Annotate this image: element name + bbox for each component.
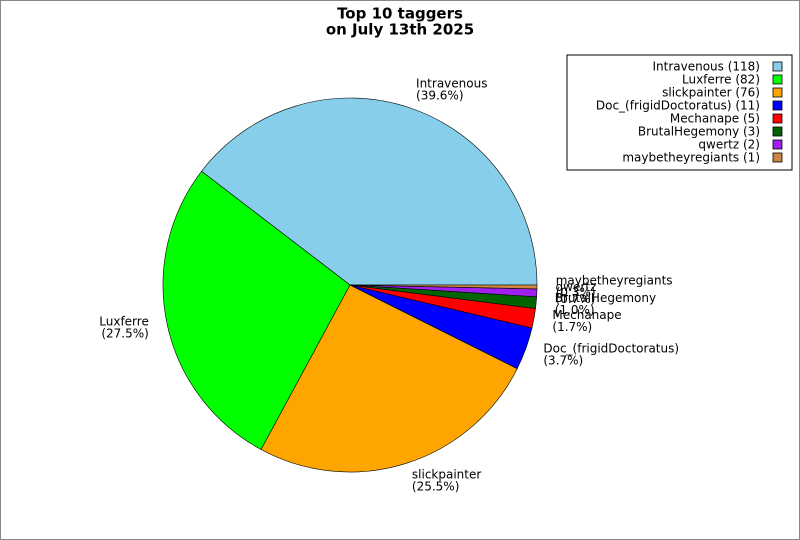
slice-percent: (0.7%) [556,292,596,306]
slice-label: Intravenous [416,77,487,91]
legend-label: Mechanape (5) [670,112,760,126]
legend-swatch [772,74,783,85]
legend-label: qwertz (2) [698,138,760,152]
legend-swatch [772,87,783,98]
chart-title: Top 10 taggers [337,5,463,23]
slice-label: Luxferre [99,315,149,329]
legend-swatch [772,152,783,163]
slice-label: qwertz [556,280,597,294]
pie-slice [349,284,538,290]
slice-percent: (0.3%) [556,286,596,300]
slice-percent: (25.5%) [412,480,459,494]
legend-swatch [772,61,783,72]
slice-label: Mechanape [552,308,621,322]
chart-title: on July 13th 2025 [326,21,474,39]
legend-swatch [772,100,783,111]
pie-slice [201,97,538,286]
slice-percent: (1.7%) [552,320,592,334]
legend-swatch [772,113,783,124]
legend-swatch [772,126,783,137]
legend-label: BrutalHegemony (3) [638,125,760,139]
slice-label: BrutalHegemony [555,291,656,305]
legend-label: slickpainter (76) [662,86,760,100]
legend-swatch [772,139,783,150]
pie-slice [260,284,518,473]
slice-percent: (27.5%) [101,327,148,341]
legend-label: maybetheyregiants (1) [622,151,760,165]
legend-label: Doc_(frigidDoctoratus) (11) [596,99,760,113]
slice-label: Doc_(frigidDoctoratus) [543,342,679,356]
slice-percent: (39.6%) [416,89,463,103]
legend-label: Luxferre (82) [682,73,760,87]
slice-label: slickpainter [412,468,481,482]
legend-label: Intravenous (118) [652,60,760,74]
legend-box [566,54,793,171]
pie-slice [162,170,351,450]
slice-label: maybetheyregiants [556,274,673,288]
slice-percent: (1.0%) [555,303,595,317]
slice-percent: (3.7%) [543,354,583,368]
